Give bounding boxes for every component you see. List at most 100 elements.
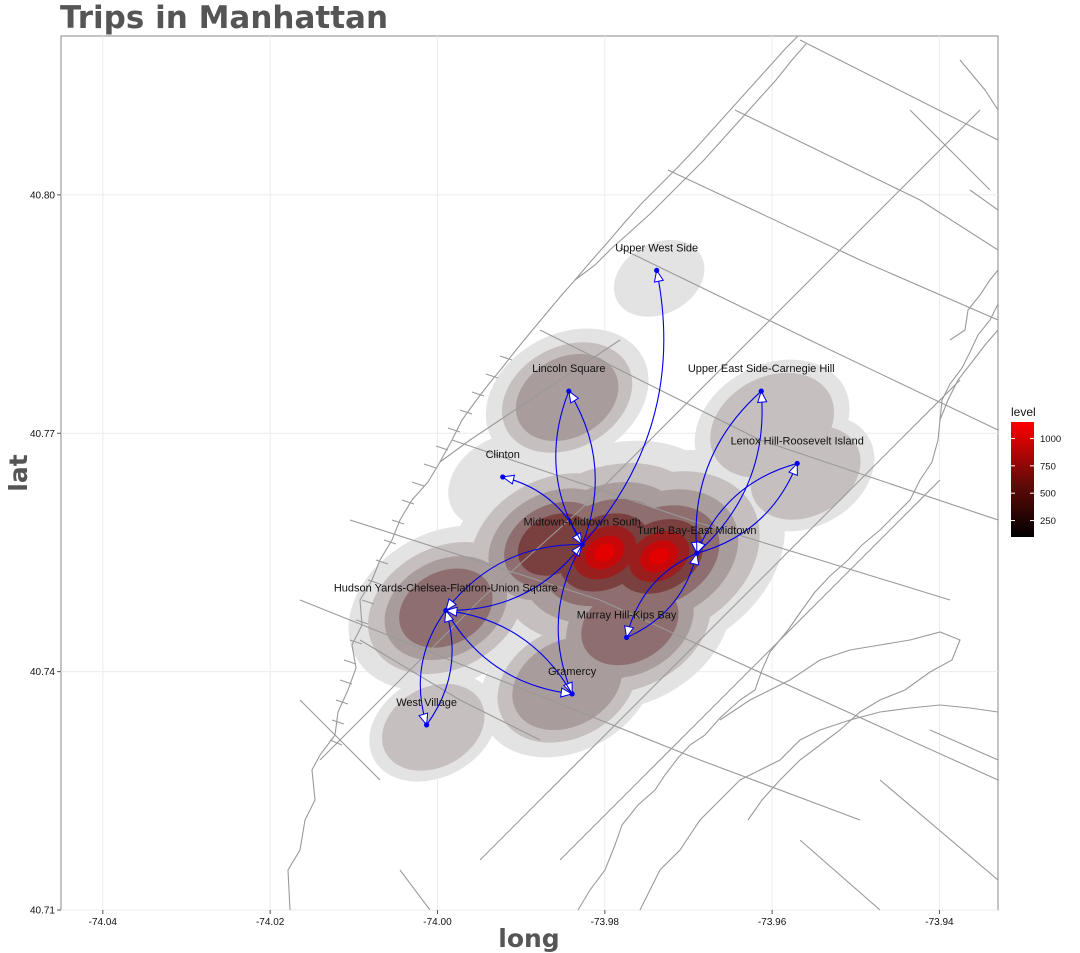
location-point <box>694 550 700 556</box>
street-8 <box>799 39 998 141</box>
avenue-1 <box>319 109 981 761</box>
location-label: Lincoln Square <box>532 363 605 375</box>
legend-colorbar <box>1011 422 1034 537</box>
route-arc <box>502 476 583 545</box>
location-label: Midtown-Midtown South <box>524 517 641 529</box>
y-tick-label: 40.80 <box>30 190 55 201</box>
east-river-island <box>719 631 961 821</box>
density-contour <box>750 426 861 520</box>
x-axis-title: long <box>498 924 559 953</box>
density-contour <box>515 354 619 442</box>
route-arc <box>626 552 698 638</box>
legend-tick-label: 750 <box>1040 461 1056 472</box>
route-arc <box>696 391 763 554</box>
street-1 <box>299 599 861 821</box>
location-label: Upper East Side-Carnegie Hill <box>688 363 835 375</box>
location-point <box>579 541 585 548</box>
x-tick-label: -73.98 <box>591 917 620 928</box>
x-tick-label: -73.94 <box>925 917 954 928</box>
street-9 <box>299 699 381 781</box>
map-clipped: Upper West Side Lincoln Square Upper East … <box>287 36 998 910</box>
route-arrowhead <box>501 474 516 485</box>
bronx-edge <box>949 269 998 341</box>
location-label: Hudson Yards-Chelsea-Flatiron-Union Squa… <box>334 582 558 594</box>
location-points <box>423 267 800 728</box>
route-arc <box>626 553 698 638</box>
legend-tick-label: 500 <box>1040 489 1056 500</box>
x-tick-label: -74.04 <box>89 917 118 928</box>
route-arrowhead <box>571 543 584 557</box>
route-arrowhead <box>444 609 455 623</box>
color-legend: level 250 500 750 1000 <box>1011 405 1061 537</box>
location-label: Lenox Hill-Roosevelt Island <box>731 435 864 447</box>
street-11 <box>399 869 431 910</box>
y-tick-label: 40.71 <box>30 906 55 917</box>
location-label: West Village <box>396 697 457 709</box>
routes <box>418 269 798 727</box>
route-arc <box>557 544 583 695</box>
legend-ticks: 250 500 750 1000 <box>1011 434 1061 527</box>
river-spine-2 <box>439 339 621 463</box>
chart-title: Trips in Manhattan <box>60 0 388 36</box>
street-10 <box>359 639 541 741</box>
route-arc <box>696 462 798 554</box>
location-label: Gramercy <box>548 666 597 678</box>
west-piers <box>329 355 513 746</box>
queens-street-2 <box>879 779 998 881</box>
location-point <box>423 722 430 728</box>
route-arrowhead <box>444 606 458 618</box>
location-label: Upper West Side <box>615 242 698 254</box>
avenue-3 <box>559 479 941 861</box>
route-arc <box>419 610 447 726</box>
route-arc <box>426 610 453 726</box>
street-3 <box>451 439 951 601</box>
bronx-street-2 <box>909 109 991 191</box>
route-arc <box>445 543 583 611</box>
location-point <box>443 607 449 614</box>
density-contour <box>594 543 616 562</box>
avenue-2 <box>479 379 961 861</box>
location-labels: Upper West Side Lincoln Square Upper East … <box>334 242 864 708</box>
river-spine <box>574 43 807 281</box>
route-arrowhead <box>560 687 574 698</box>
harlem-river-edge <box>939 329 998 421</box>
location-point <box>566 388 572 394</box>
street-7 <box>734 109 998 251</box>
location-label: Murray Hill-Kips Bay <box>577 609 677 621</box>
location-point <box>500 474 506 480</box>
route-arrowhead <box>571 531 583 546</box>
x-axis-ticks: -74.04 -74.02 -74.00 -73.98 -73.96 -73.94 <box>89 910 954 928</box>
location-point <box>569 691 575 697</box>
location-point <box>758 388 764 394</box>
location-point <box>794 460 800 467</box>
y-tick-label: 40.74 <box>30 667 55 678</box>
route-arrowhead <box>418 712 429 727</box>
route-arrowhead <box>788 462 798 477</box>
location-point <box>654 267 660 273</box>
bronx-street <box>959 59 998 111</box>
density-contour <box>649 547 670 565</box>
route-arc <box>445 610 573 695</box>
route-arc <box>445 544 583 612</box>
route-arrowhead <box>653 269 665 283</box>
x-tick-label: -74.00 <box>423 917 452 928</box>
route-arrowhead <box>568 390 580 404</box>
route-arrowhead <box>689 551 700 566</box>
route-arc <box>568 390 596 545</box>
basemap <box>287 36 998 910</box>
route-arc <box>696 463 798 554</box>
location-label: Turtle Bay-East Midtown <box>637 525 756 537</box>
legend-title: level <box>1011 405 1036 419</box>
route-arrowhead <box>756 389 768 404</box>
y-axis-ticks: 40.71 40.74 40.77 40.80 <box>30 190 61 917</box>
route-arc <box>445 609 573 695</box>
bronx-street-3 <box>969 189 998 211</box>
legend-tick-label: 250 <box>1040 516 1056 527</box>
queens-street-3 <box>929 729 998 761</box>
route-arrowhead <box>624 625 635 639</box>
route-arrowhead <box>696 540 706 555</box>
street-5 <box>619 247 998 431</box>
queens-street-1 <box>799 839 881 910</box>
y-tick-label: 40.77 <box>30 429 55 440</box>
